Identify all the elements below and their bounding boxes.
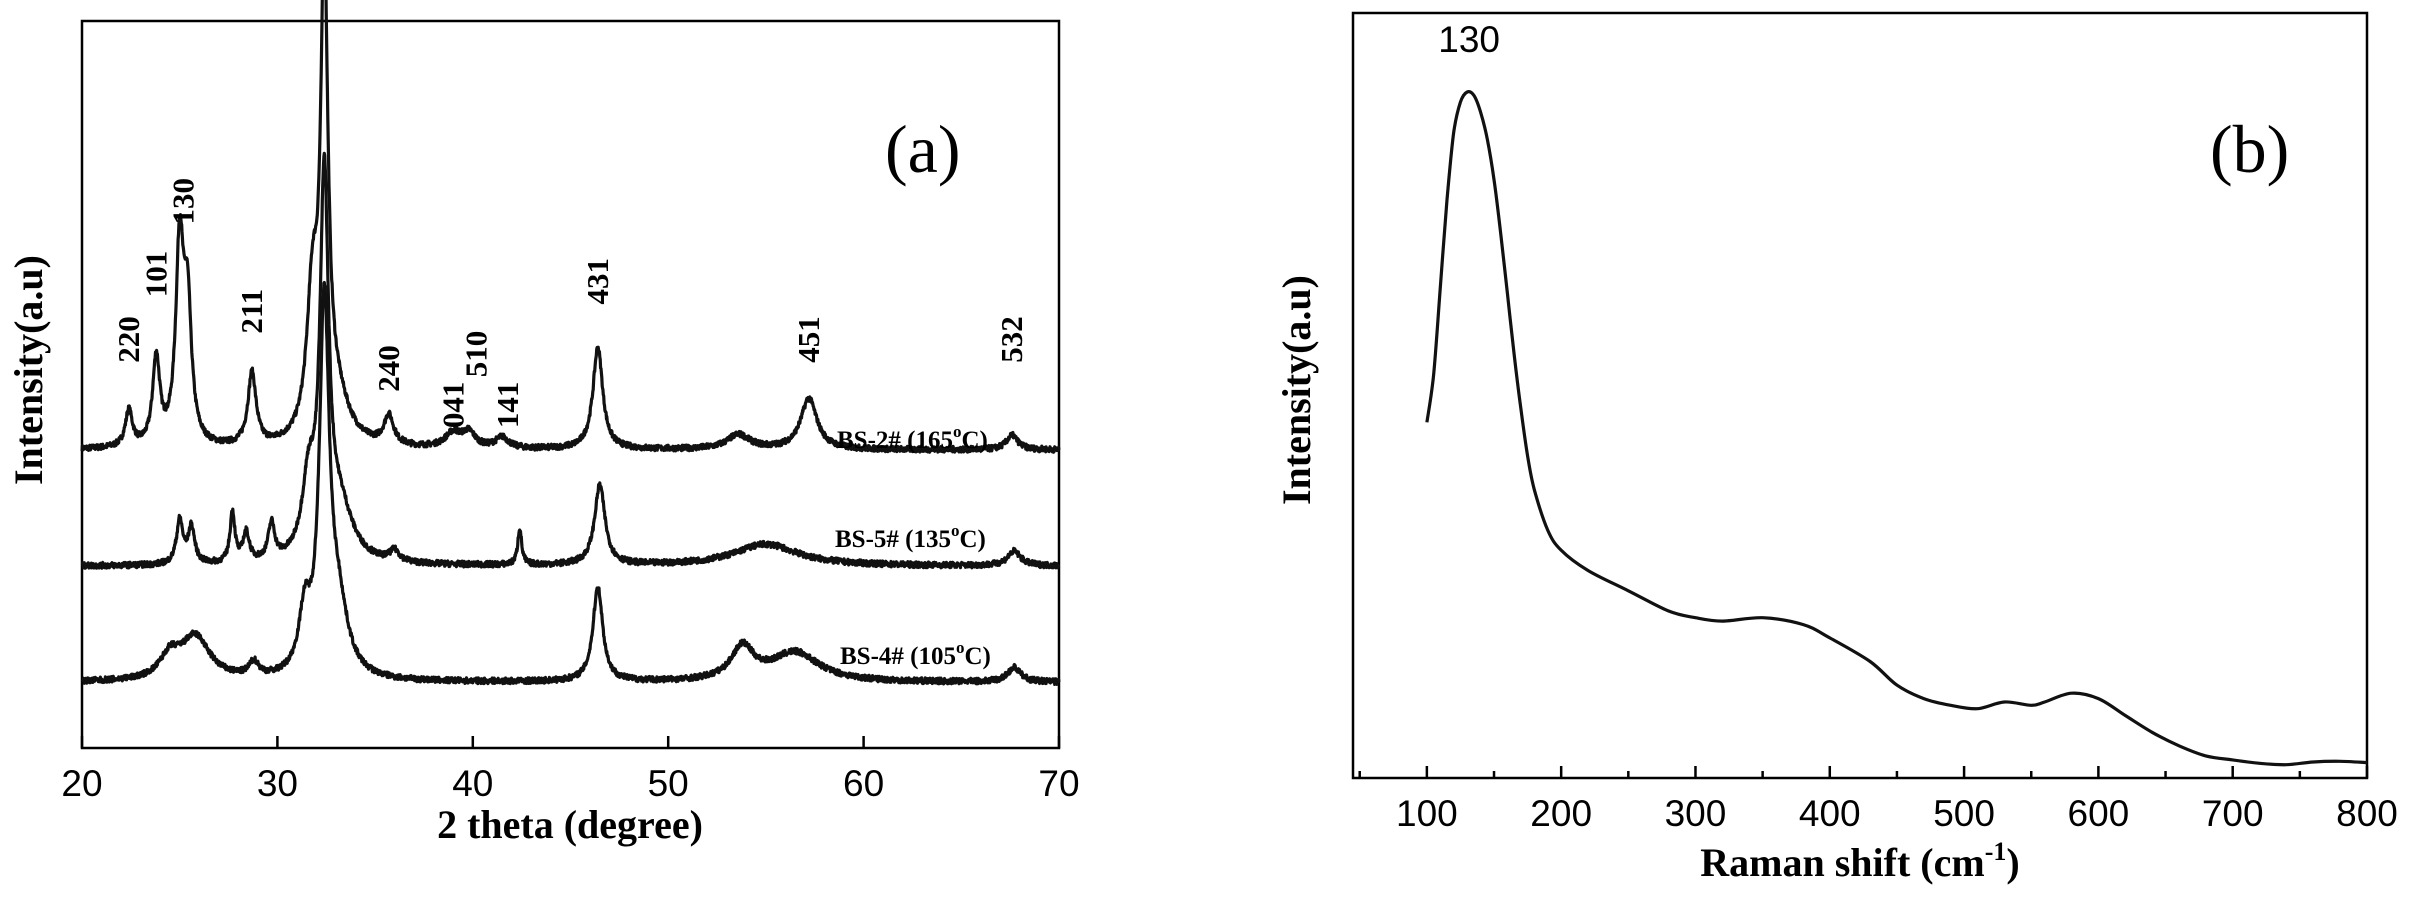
- x-tick-label: 500: [1933, 793, 1995, 834]
- xrd-series-1: [80, 151, 1061, 570]
- peak-label: 240: [371, 345, 406, 392]
- x-tick-label: 700: [2202, 793, 2264, 834]
- xrd-series-2: [80, 280, 1061, 686]
- raman-peak-labels: 130: [1438, 19, 1500, 60]
- raman-x-axis-title: Raman shift (cm-1): [1700, 837, 2019, 885]
- peak-label: 211: [234, 289, 269, 334]
- plot-a-frame: [80, 19, 1061, 750]
- raman-trace: [1425, 90, 2368, 767]
- x-tick-label: 60: [843, 763, 884, 804]
- x-tick-label: 50: [648, 763, 689, 804]
- panel-label-b: (b): [2210, 111, 2289, 187]
- raman-chart: 130 100 200 300 400 500 600 700 800 (b) Raman s…: [1274, 11, 2398, 885]
- peak-label: 451: [791, 316, 826, 363]
- x-tick-label: 800: [2336, 793, 2398, 834]
- peak-label: 431: [580, 258, 615, 305]
- xrd-y-axis-title: Intensity(a.u): [6, 255, 51, 485]
- peak-label: 510: [459, 331, 494, 378]
- x-tick-label: 70: [1038, 763, 1079, 804]
- xrd-peak-labels: 220101130211221240041510141431451532: [111, 178, 1029, 429]
- plot-b-frame: [1351, 11, 2369, 780]
- peak-label: 101: [138, 251, 173, 298]
- x-tick-label: 40: [452, 763, 493, 804]
- peak-label: 532: [994, 316, 1029, 363]
- raman-x-axis-ticks: 100 200 300 400 500 600 700 800: [1358, 766, 2398, 834]
- xrd-x-axis-title: 2 theta (degree): [437, 802, 703, 847]
- xrd-chart: 220101130211221240041510141431451532 203…: [6, 0, 1080, 847]
- xrd-traces: [80, 0, 1061, 686]
- raman-y-axis-title: Intensity(a.u): [1274, 275, 1319, 505]
- xrd-series-0: [80, 0, 1061, 454]
- peak-label: 220: [111, 316, 146, 363]
- x-tick-label: 100: [1396, 793, 1458, 834]
- x-tick-label: 20: [61, 763, 102, 804]
- x-tick-label: 400: [1799, 793, 1861, 834]
- peak-label: 041: [435, 382, 470, 429]
- x-tick-label: 30: [257, 763, 298, 804]
- peak-label: 130: [1438, 19, 1500, 60]
- panel-label-a: (a): [885, 111, 960, 187]
- series-label-bs4: BS-4# (105oC): [840, 638, 991, 670]
- x-tick-label: 600: [2068, 793, 2130, 834]
- x-tick-label: 300: [1665, 793, 1727, 834]
- xrd-x-axis-ticks: 20 30 40 50 60 70: [61, 736, 1080, 804]
- series-label-bs2: BS-2# (165oC): [837, 422, 988, 454]
- peak-label: 141: [490, 382, 525, 429]
- x-tick-label: 200: [1530, 793, 1592, 834]
- series-label-bs5: BS-5# (135oC): [835, 521, 986, 553]
- peak-label: 130: [166, 178, 201, 225]
